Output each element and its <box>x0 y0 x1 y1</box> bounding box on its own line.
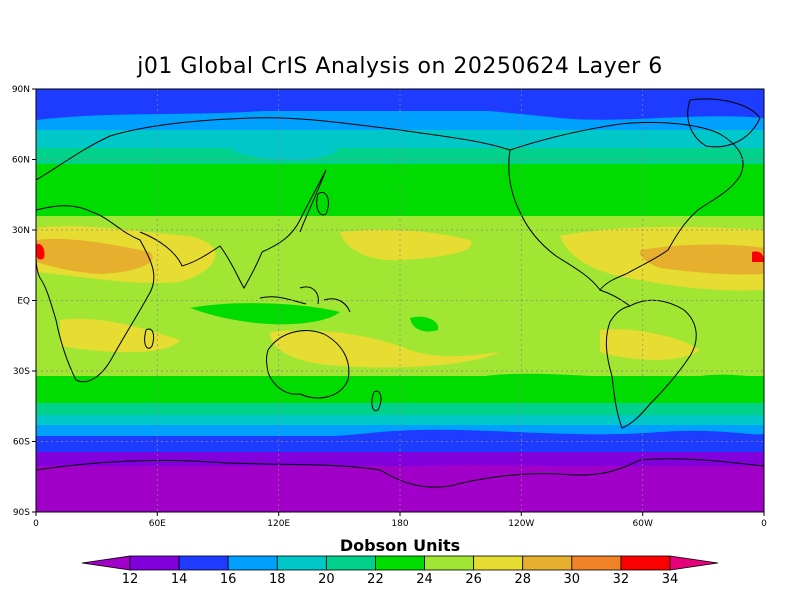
coast-madagascar <box>144 328 155 349</box>
coast-australia <box>266 330 350 399</box>
lon-label-0-left: 0 <box>33 519 39 529</box>
colorbar-swatch <box>325 555 376 571</box>
lon-label-120w: 120W <box>508 519 534 529</box>
max-ozone-west-africa <box>36 243 45 260</box>
coast-antarctica <box>36 458 764 488</box>
lat-label-30s: 30S <box>13 367 30 377</box>
colorbar-tick-label: 14 <box>171 572 188 587</box>
colorbar-swatch <box>178 555 229 571</box>
map-title: j01 Global CrIS Analysis on 20250624 Lay… <box>137 54 663 79</box>
coast-arabia-india <box>139 231 263 289</box>
high-ozone-south-pacific <box>270 330 500 368</box>
coast-central-america <box>599 289 631 307</box>
colorbar-swatch <box>620 555 671 571</box>
lat-label-60s: 60S <box>13 438 30 448</box>
high-ozone-south-america <box>600 329 700 360</box>
colorbar-swatch <box>129 555 180 571</box>
colorbar: 12 14 16 18 20 22 24 26 28 30 32 34 <box>81 555 719 587</box>
lat-ticks <box>32 88 36 513</box>
ozone-blob <box>230 141 340 161</box>
coast-south-america <box>605 299 697 429</box>
lon-label-60e: 60E <box>149 519 166 529</box>
low-ozone-maritime <box>190 303 340 325</box>
lat-label-eq: EQ <box>17 297 30 307</box>
coast-japan <box>316 192 329 216</box>
colorbar-swatch <box>424 555 475 571</box>
colorbar-swatch <box>227 555 278 571</box>
coastlines <box>36 98 764 488</box>
lon-label-0-right: 0 <box>761 519 767 529</box>
coast-indonesia <box>259 286 351 313</box>
high-ozone-south-africa <box>60 318 180 353</box>
lat-label-90s: 90S <box>13 508 30 518</box>
coast-eurasia-north <box>36 117 511 181</box>
colorbar-tick-label: 24 <box>416 572 433 587</box>
colorbar-swatch <box>375 555 425 571</box>
colorbar-tick-label: 28 <box>514 572 531 587</box>
coast-east-asia <box>261 169 327 253</box>
colorbar-tick-label: 32 <box>613 572 630 587</box>
band-high-north <box>36 148 764 166</box>
colorbar-swatch <box>571 555 622 571</box>
colorbar-tick-label: 16 <box>220 572 237 587</box>
coast-north-america <box>508 121 744 291</box>
coast-greenland <box>687 98 761 148</box>
coast-africa <box>36 205 155 383</box>
colorbar-tick-label: 22 <box>367 572 384 587</box>
high-ozone-atlantic-core <box>639 244 764 275</box>
colorbar-swatch <box>473 555 524 571</box>
lat-label-30n: 30N <box>12 226 30 236</box>
lat-label-60n: 60N <box>12 156 30 166</box>
colorbar-tick-label: 34 <box>662 572 679 587</box>
colorbar-arrow-high <box>669 555 719 571</box>
colorbar-tick-label: 30 <box>564 572 581 587</box>
colorbar-tick-label: 26 <box>465 572 482 587</box>
lon-ticks <box>35 512 765 516</box>
max-ozone-atlantic <box>752 251 764 262</box>
colorbar-tick-label: 12 <box>122 572 139 587</box>
colorbar-swatch <box>522 555 573 571</box>
colorbar-tick-label: 20 <box>318 572 335 587</box>
high-ozone-pacific <box>340 229 472 261</box>
south-midlat-wave <box>36 373 764 392</box>
graticule <box>36 89 764 512</box>
lon-label-180: 180 <box>391 519 408 529</box>
colorbar-arrow-low <box>81 555 131 571</box>
colorbar-tick-label: 18 <box>269 572 286 587</box>
colorbar-label: Dobson Units <box>339 536 461 555</box>
antarctic-core-wave <box>36 465 764 480</box>
low-ozone-pacific <box>410 316 439 332</box>
coast-new-zealand <box>371 390 382 412</box>
colorbar-swatch <box>276 555 327 571</box>
lon-label-120e: 120E <box>267 519 290 529</box>
lat-label-90n: 90N <box>12 85 30 95</box>
high-ozone-sahara <box>36 238 153 274</box>
lon-label-60w: 60W <box>633 519 653 529</box>
